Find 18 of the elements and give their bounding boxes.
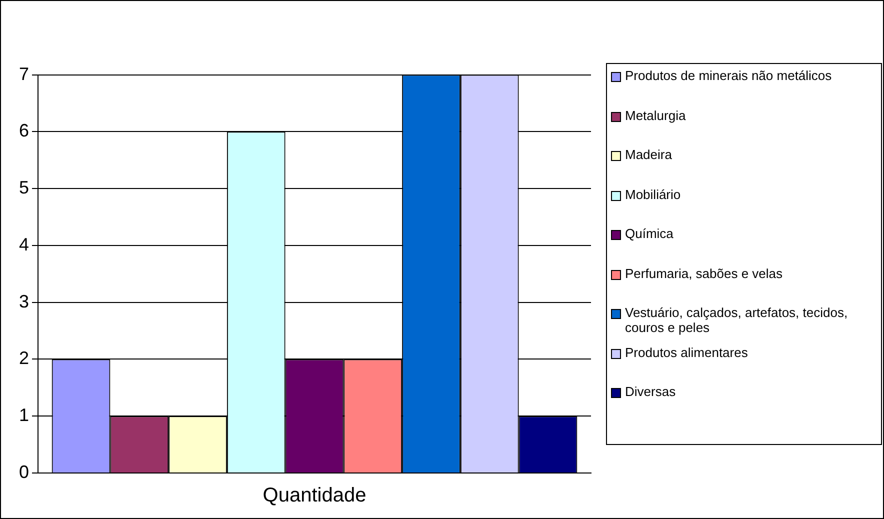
legend-label: Diversas <box>625 384 676 399</box>
y-tick-label: 2 <box>18 348 30 368</box>
y-tick-label: 7 <box>18 64 30 84</box>
y-tick-label: 3 <box>18 291 30 312</box>
y-tick-label: 1 <box>18 405 30 426</box>
x-tick-label: Quantidade <box>262 484 366 507</box>
legend-label: Perfumaria, sabões e velas <box>625 266 783 280</box>
legend-label: Produtos de minerais não metálicos <box>625 68 832 83</box>
y-tick-label: 6 <box>18 120 30 141</box>
y-tick-label: 4 <box>18 234 30 254</box>
legend-label: Vestuário, calçados, artefatos, tecidos, couros e peles <box>625 305 849 335</box>
legend-label: Mobiliário <box>625 186 681 202</box>
legend-label: Produtos alimentares <box>625 344 748 360</box>
legend-label: Química <box>625 226 674 241</box>
legend-label: Metalurgia <box>625 108 686 122</box>
legend-label: Madeira <box>625 147 672 162</box>
y-tick-label: 5 <box>18 178 30 198</box>
y-tick-label: 0 <box>18 462 30 482</box>
